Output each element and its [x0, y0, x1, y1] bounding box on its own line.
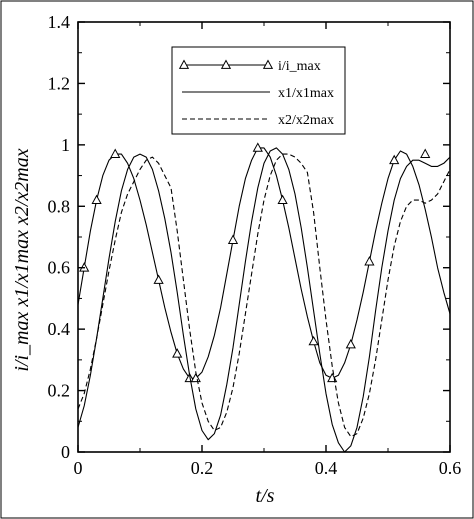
legend-marker [262, 59, 274, 69]
legend-label-2: x1/x1max [278, 86, 334, 101]
series-line-3 [77, 153, 451, 438]
series-marker [420, 148, 431, 158]
y-axis-title: i/i_max x1/x1max x2/x2max [11, 148, 33, 371]
y-tick-label: 1.4 [48, 12, 71, 32]
legend-marker [220, 59, 232, 69]
y-tick-label: 0.2 [48, 381, 71, 401]
series-marker [308, 335, 319, 346]
y-tick-label: 0 [61, 442, 70, 462]
legend-label-1: i/i_max [278, 59, 321, 74]
series-marker [110, 148, 121, 158]
series-marker [172, 348, 183, 358]
x-tick-label: 0 [74, 458, 83, 478]
series-marker [364, 256, 375, 266]
series-marker [389, 154, 400, 165]
series-marker [153, 274, 164, 284]
x-tick-label: 0.6 [439, 458, 462, 478]
series-marker [91, 194, 102, 205]
legend-label-3: x2/x2max [278, 113, 334, 128]
series-marker [227, 234, 239, 244]
legend: i/i_max x1/x1max x2/x2max [171, 46, 346, 135]
x-axis-title: t/s [256, 485, 275, 507]
y-tick-label: 0.4 [48, 319, 71, 339]
x-tick-label: 0.4 [315, 458, 338, 478]
y-tick-label: 0.8 [48, 196, 71, 216]
x-tick-label: 0.2 [191, 458, 214, 478]
y-tick-label: 1.2 [48, 73, 71, 93]
series-marker [190, 372, 201, 383]
series-line-1 [77, 147, 451, 379]
y-tick-label: 0.6 [48, 258, 71, 278]
y-tick-label: 1 [61, 135, 70, 155]
series-marker [345, 338, 356, 349]
legend-marker [178, 59, 190, 69]
series-line-2 [77, 147, 451, 453]
series-marker [277, 194, 288, 205]
series-marker [252, 142, 263, 152]
